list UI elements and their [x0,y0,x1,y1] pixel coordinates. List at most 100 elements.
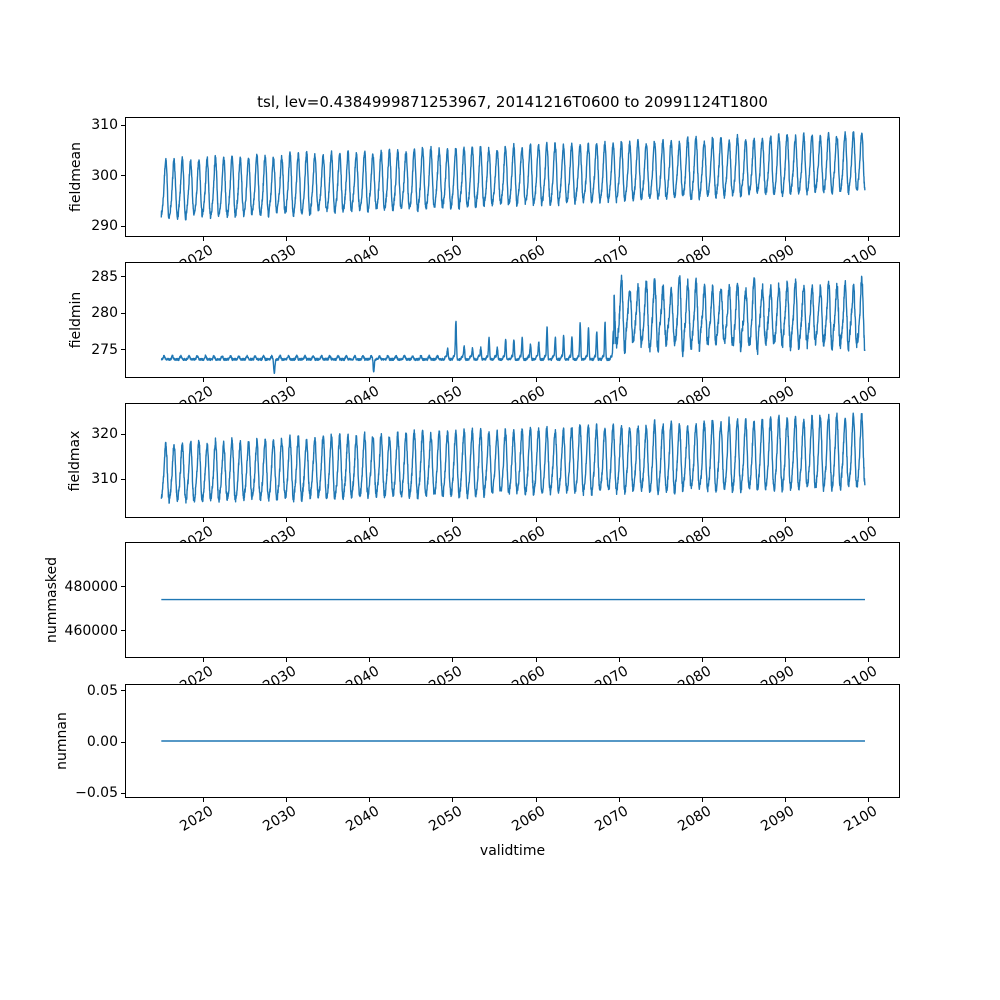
fieldmin-ytick-label: 280 [91,305,118,322]
xtick-mark [535,798,537,802]
numnan-ytick-mark [121,792,125,794]
subplot-fieldmin: 275 280 285 2020 2030 2040 2050 2060 2070 2080 209… [91,262,900,415]
x-axis-label: validtime [479,843,546,859]
numnan-ylabel: numnan [54,712,70,770]
xtick-mark [701,378,703,382]
fieldmax-ytick-label: 310 [91,471,118,487]
xtick-mark [369,518,371,522]
xtick-mark [701,518,703,522]
xtick-mark [784,378,786,382]
xtick-mark [286,237,288,241]
subplot-fieldmax: 310 320 2020 2030 2040 2050 2060 2070 2080 2090 21… [91,403,900,555]
xtick-mark [784,237,786,241]
fieldmin-ytick-label: 285 [91,268,118,285]
xtick-mark [867,237,869,241]
xtick-label: 2060 [509,803,548,835]
xtick-mark [618,518,620,522]
xtick-mark [369,378,371,382]
fieldmax-plot-area [160,412,866,504]
xtick-mark [867,658,869,662]
xtick-mark [535,518,537,522]
numnan-plot-area [161,740,865,742]
xtick-mark [369,658,371,662]
fieldmin-plot-area [160,274,866,375]
fieldmean-line [160,131,866,221]
fieldmean-ytick-label: 310 [91,117,118,134]
xtick-mark [203,518,205,522]
numnan-ytick-label: −0.05 [75,785,118,802]
xtick-mark [452,237,454,241]
xtick-mark [535,378,537,382]
fieldmin-ytick-mark [121,312,125,314]
fieldmax-line [160,412,866,504]
xtick-mark [203,798,205,802]
xtick-label: 2020 [176,803,216,835]
xtick-label: 2090 [758,803,798,835]
fieldmax-ytick-label: 320 [91,426,118,443]
fieldmean-ytick-label: 290 [91,218,118,235]
xtick-label: 2030 [259,803,299,835]
xtick-label: 2050 [426,803,465,835]
fieldmin-ytick-label: 275 [91,341,118,358]
numnan-ytick-label: 0.00 [86,734,118,750]
subplot-numnan: 0.05 0.00 −0.05 2020 2030 2040 2050 2060 2070 208… [75,683,900,835]
xtick-mark [203,237,205,241]
fieldmean-ytick-label: 300 [91,167,118,184]
nummasked-ytick-label: 460000 [64,622,118,639]
fieldmax-ytick-mark [121,478,125,480]
xtick-mark [784,518,786,522]
numnan-ytick-mark [121,741,125,743]
xtick-mark [452,378,454,382]
fieldmean-ytick-mark [121,225,125,227]
fieldmin-ytick-mark [121,349,125,351]
xtick-mark [203,658,205,662]
xtick-mark [867,798,869,802]
xtick-mark [867,518,869,522]
fieldmean-ylabel: fieldmean [68,142,84,212]
fieldmean-plot-area [160,131,866,221]
xtick-mark [618,798,620,802]
xtick-mark [867,378,869,382]
xtick-mark [701,237,703,241]
nummasked-ylabel: nummasked [44,556,60,644]
xtick-label: 2070 [592,803,632,835]
xtick-mark [618,378,620,382]
xtick-mark [203,378,205,382]
xtick-mark [452,658,454,662]
xtick-label: 2080 [675,803,715,835]
fieldmean-ytick-mark [121,175,125,177]
xtick-mark [535,658,537,662]
numnan-ytick-label: 0.05 [86,682,118,699]
nummasked-ytick-label: 480000 [64,578,118,595]
nummasked-ytick-mark [121,630,125,631]
nummasked-ytick-mark [121,586,125,588]
fieldmin-line [160,274,866,375]
xtick-mark [286,798,288,802]
xtick-mark [784,798,786,802]
figure-title: tsl, lev=0.4384999871253967, 20141216T06… [257,93,768,111]
xtick-mark [286,658,288,662]
xtick-mark [535,237,537,241]
xtick-mark [369,237,371,241]
subplot-fieldmean: 290 300 310 2020 2030 2040 2050 2060 2070 2080 209… [91,117,900,274]
xtick-mark [286,518,288,522]
xtick-mark [369,798,371,802]
xtick-mark [452,518,454,522]
fieldmax-ytick-mark [121,433,125,435]
xtick-mark [618,658,620,662]
xtick-mark [701,658,703,662]
fieldmin-ylabel: fieldmin [68,291,84,349]
xtick-label: 2040 [343,803,382,835]
nummasked-plot-area [161,598,865,601]
fieldmin-ytick-mark [121,276,125,277]
xtick-mark [286,378,288,382]
xtick-mark [701,798,703,802]
xtick-mark [784,658,786,662]
fieldmax-ylabel: fieldmax [67,430,83,491]
numnan-ytick-mark [121,690,125,692]
fieldmean-ytick-mark [121,124,125,126]
xtick-mark [452,798,454,802]
xtick-label: 2100 [841,803,881,835]
subplot-nummasked: 480000 460000 2020 2030 2040 2050 2060 2070 2080… [65,542,900,695]
